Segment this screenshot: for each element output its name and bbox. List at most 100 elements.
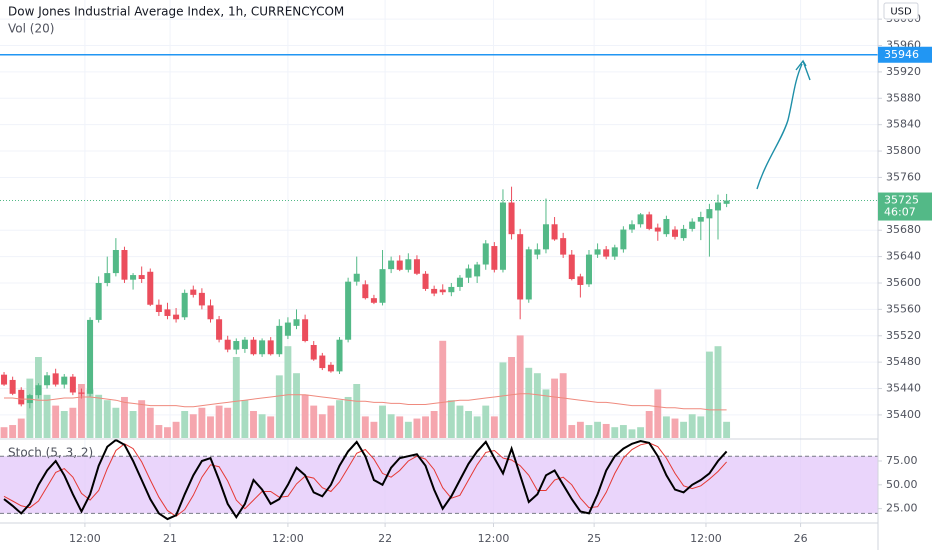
volume-bar (508, 357, 515, 438)
volume-bar (241, 400, 249, 438)
candle-body (465, 268, 472, 278)
candle-body (181, 292, 188, 318)
volume-bar (516, 335, 524, 438)
candle-body (216, 319, 223, 340)
volume-bar (361, 416, 369, 438)
candle-body (327, 364, 334, 372)
volume-bar (697, 416, 705, 438)
volume-bar (628, 429, 636, 438)
volume-bar (370, 421, 378, 438)
candle-body (525, 249, 532, 300)
stoch-k (3, 438, 728, 521)
candle-body (706, 209, 713, 219)
volume-bar (482, 405, 490, 438)
volume-bar (86, 389, 94, 438)
candle-body (637, 214, 644, 225)
volume-bar (499, 362, 507, 438)
x-tick-label: 26 (794, 532, 808, 545)
y-tick-label: 35760 (886, 170, 921, 183)
volume-bar (422, 416, 429, 438)
candle-body (293, 319, 300, 326)
volume-bar (568, 425, 576, 438)
volume-bar (189, 414, 197, 438)
candle-body (620, 229, 627, 250)
candle-body (61, 376, 68, 385)
candle-body (362, 284, 369, 299)
volume-bar (181, 411, 189, 438)
candle-body (302, 319, 309, 342)
candle-body (396, 260, 403, 270)
volume-bar (637, 427, 645, 438)
candle-body (646, 214, 653, 229)
price-label-bg (878, 46, 932, 63)
candle-body (87, 319, 94, 394)
y-tick-label: 35920 (886, 65, 921, 78)
candle-body (198, 292, 205, 306)
candle-body (259, 340, 266, 355)
volume-bar (43, 394, 51, 438)
volume-bar (723, 421, 731, 438)
stoch-title: Stoch (5, 3, 2) (8, 446, 93, 460)
volume-bar (542, 389, 550, 438)
y-tick-label: 35800 (886, 144, 921, 157)
candle-body (233, 341, 240, 350)
candle-body (379, 269, 386, 303)
candle-body (104, 273, 111, 283)
candle-body (121, 250, 128, 280)
volume-bar (353, 384, 361, 438)
volume-bar (224, 407, 232, 438)
volume-bar (318, 414, 326, 438)
candle-body (663, 219, 670, 235)
candle-body (680, 228, 687, 239)
x-tick-label: 12:00 (69, 532, 101, 545)
candle-body (542, 224, 549, 250)
volume-bar (611, 427, 619, 438)
candle-body (336, 339, 343, 372)
candle-body (697, 217, 704, 222)
x-tick-label: 12:00 (272, 532, 304, 545)
volume-bar (525, 367, 533, 438)
candle-body (585, 254, 592, 285)
y-tick-label: 25.00 (886, 502, 918, 515)
volume-bar (146, 407, 154, 438)
volume-title: Vol (20) (8, 22, 54, 36)
volume-bar (465, 411, 472, 438)
candle-body (1, 374, 8, 385)
candle-body (611, 247, 618, 257)
y-tick-label: 35440 (886, 382, 921, 395)
volume-bar (576, 421, 584, 438)
volume-bar (671, 418, 679, 438)
candle-body (431, 288, 438, 294)
volume-bar (447, 400, 455, 438)
x-tick-label: 25 (587, 532, 601, 545)
y-tick-label: 35520 (886, 329, 921, 342)
candle-body (560, 238, 567, 255)
volume-bar (705, 351, 713, 438)
candle-body (52, 373, 59, 385)
candle-body (250, 339, 257, 355)
volume-bar (585, 425, 593, 438)
candle-body (405, 259, 412, 270)
candle-body (482, 243, 489, 265)
volume-bar (69, 407, 77, 438)
candle-body (78, 392, 85, 394)
candle-body (147, 271, 154, 305)
candle-body (517, 234, 524, 300)
candle-body (241, 339, 248, 349)
candle-body (422, 273, 429, 289)
y-tick-label: 50.00 (886, 478, 918, 491)
volume-bar (267, 416, 275, 438)
y-tick-label: 35680 (886, 223, 921, 236)
y-tick-label: 35400 (886, 408, 921, 421)
y-tick-label: 75.00 (886, 454, 918, 467)
y-tick-label: 35840 (886, 118, 921, 131)
volume-bar (121, 396, 128, 438)
y-tick-label: 35480 (886, 355, 921, 368)
candle-body (388, 260, 395, 270)
volume-bar (232, 357, 240, 438)
candle-body (345, 281, 352, 340)
volume-bar (456, 405, 464, 438)
candle-body (689, 221, 696, 229)
x-tick-label: 21 (163, 532, 177, 545)
volume-bar (490, 416, 498, 438)
